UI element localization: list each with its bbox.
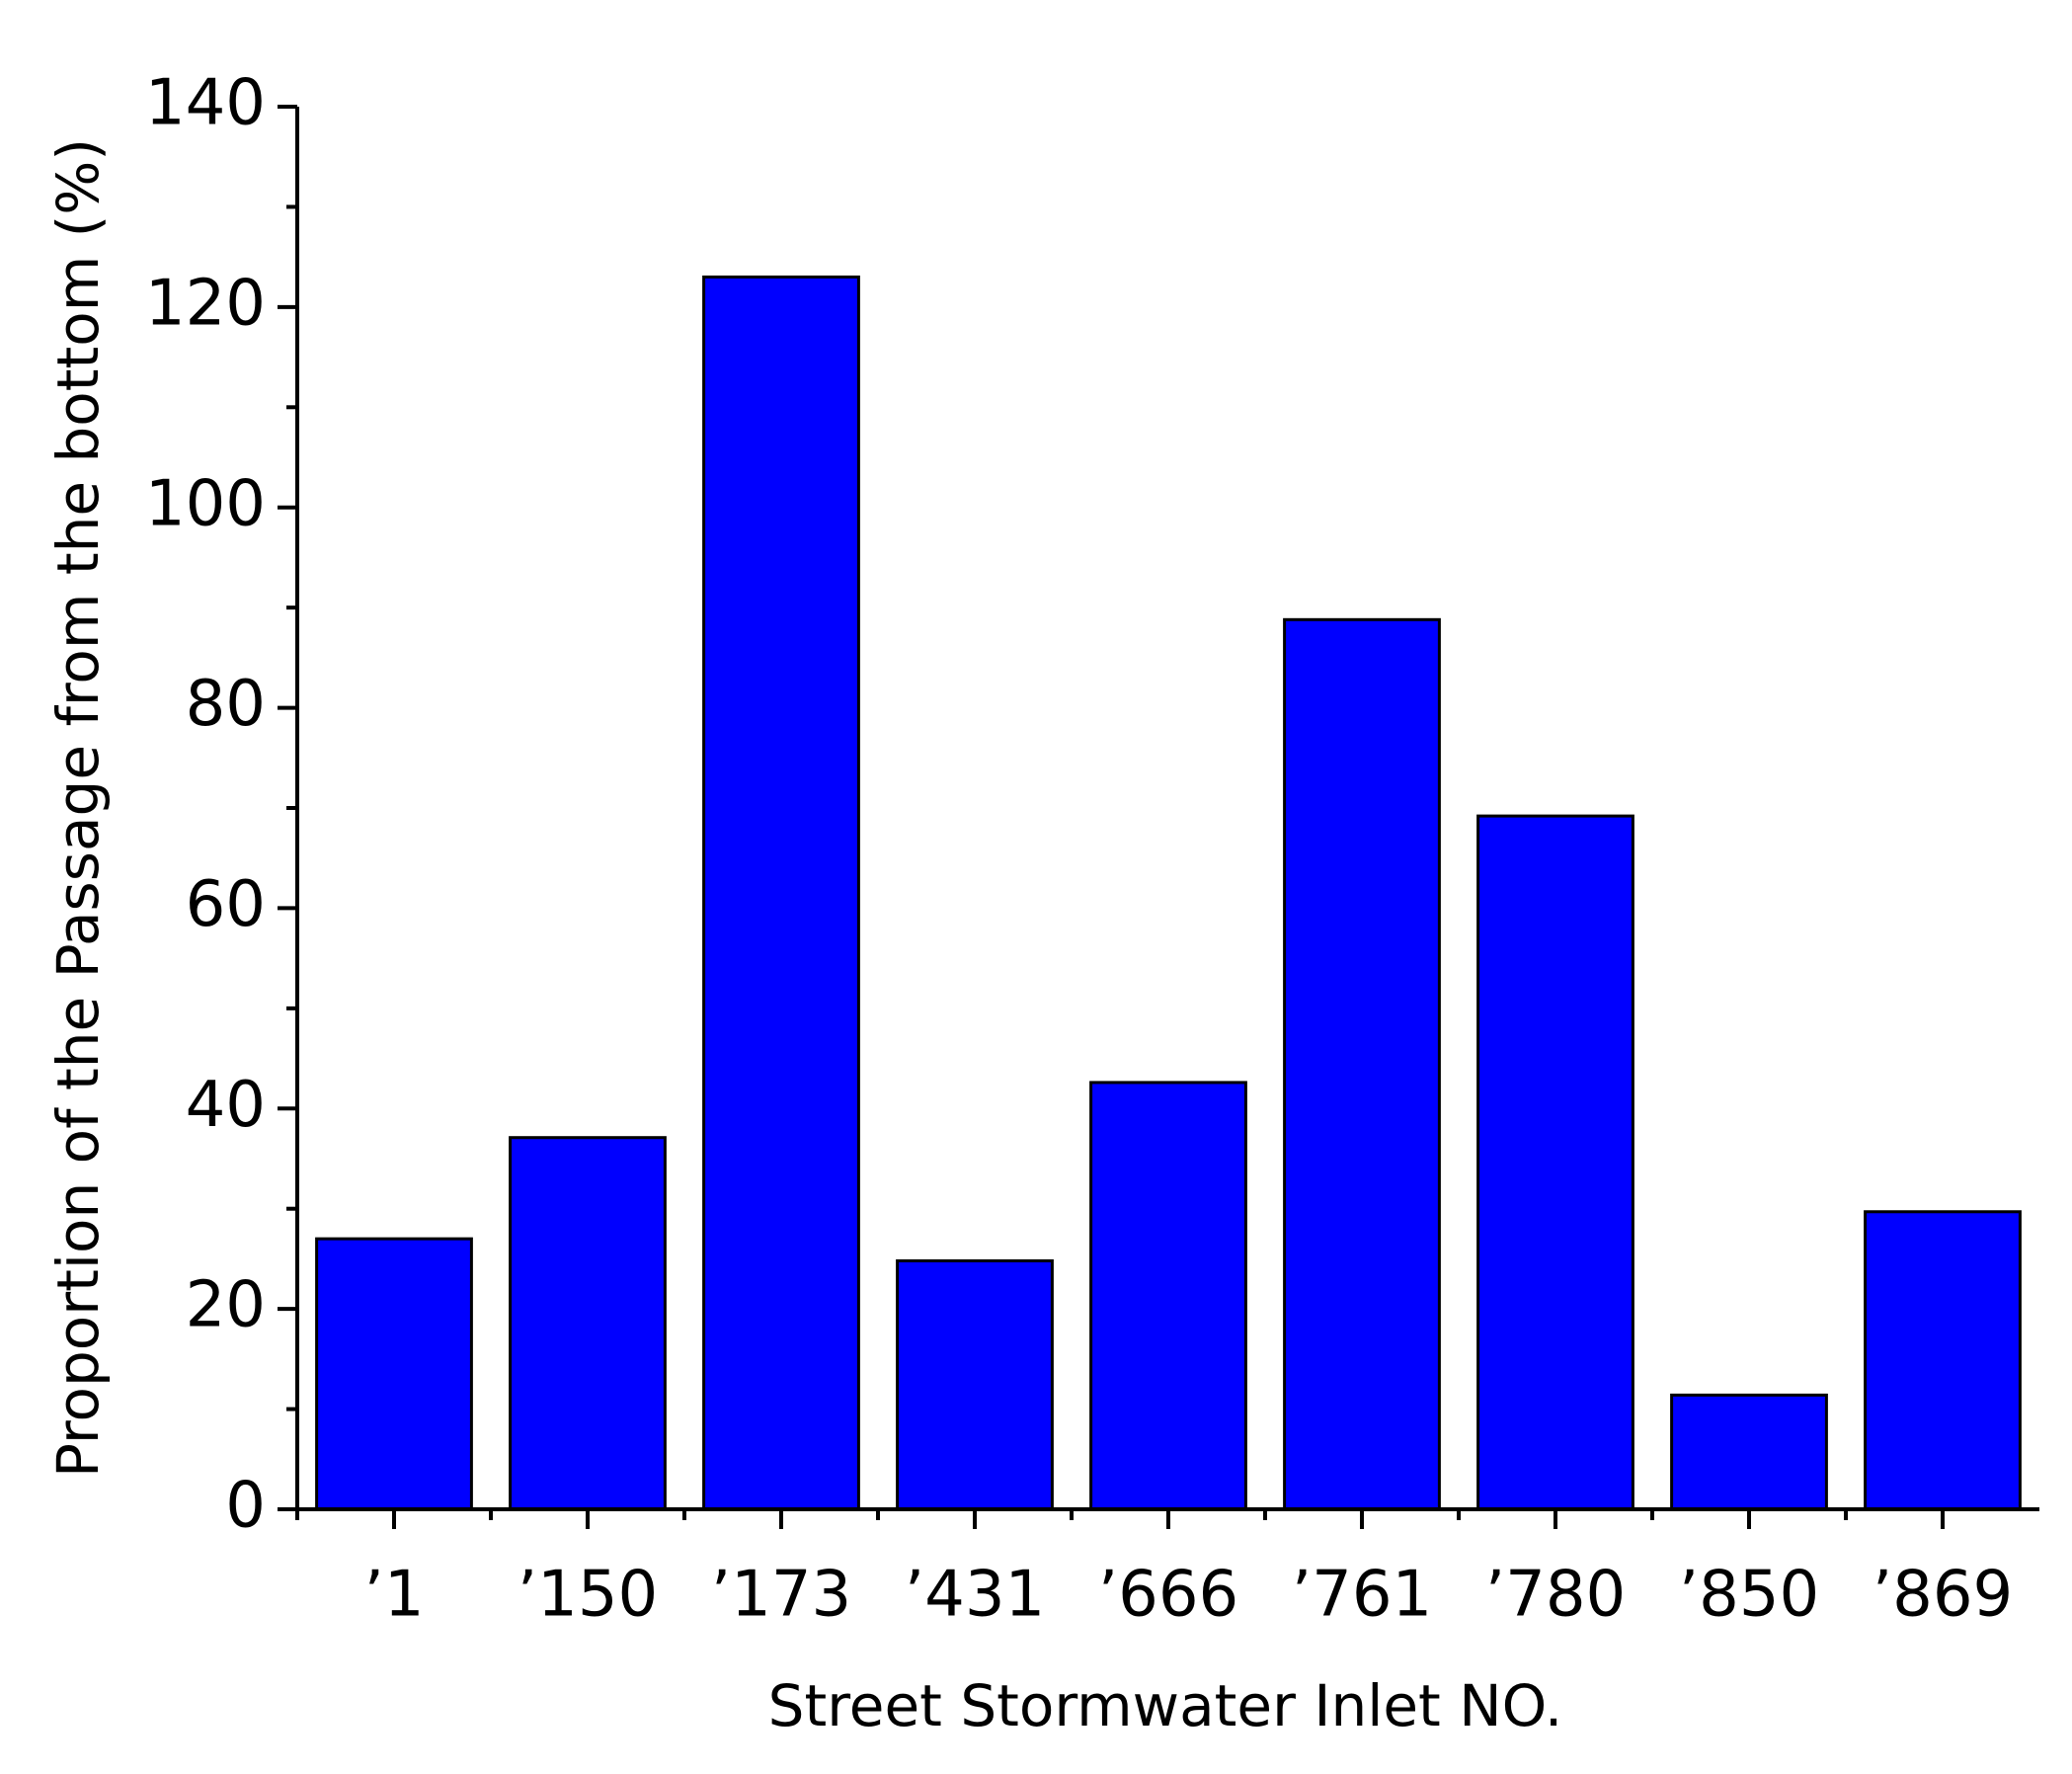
bar <box>509 1136 667 1511</box>
x-tick-label: ’666 <box>1098 1559 1239 1632</box>
y-tick-label: 20 <box>186 1269 266 1342</box>
x-tick-label: ’780 <box>1485 1559 1627 1632</box>
bar <box>1283 617 1441 1511</box>
bar <box>1864 1210 2022 1511</box>
y-axis-title: Proportion of the Passage from the botto… <box>44 138 112 1478</box>
y-tick-label: 120 <box>145 267 266 340</box>
x-tick-label: ’761 <box>1292 1559 1433 1632</box>
y-tick-label: 80 <box>186 668 266 741</box>
y-tick-label: 0 <box>225 1470 266 1543</box>
x-tick-label: ’850 <box>1679 1559 1820 1632</box>
bar <box>1476 814 1634 1511</box>
bar <box>702 275 860 1511</box>
bar <box>896 1258 1054 1511</box>
x-axis-title: Street Stormwater Inlet NO. <box>768 1672 1563 1739</box>
bar <box>1089 1081 1247 1511</box>
y-tick-label: 140 <box>145 67 266 140</box>
y-tick-label: 40 <box>186 1069 266 1142</box>
x-tick-label: ’173 <box>711 1559 852 1632</box>
x-tick-label: ’150 <box>518 1559 659 1632</box>
x-tick-label: ’1 <box>363 1559 424 1632</box>
x-tick-label: ’431 <box>905 1559 1046 1632</box>
y-tick-label: 100 <box>145 467 266 540</box>
y-tick-label: 60 <box>186 868 266 941</box>
bar <box>315 1237 473 1511</box>
x-tick-label: ’869 <box>1873 1559 2014 1632</box>
bar <box>1670 1393 1828 1511</box>
